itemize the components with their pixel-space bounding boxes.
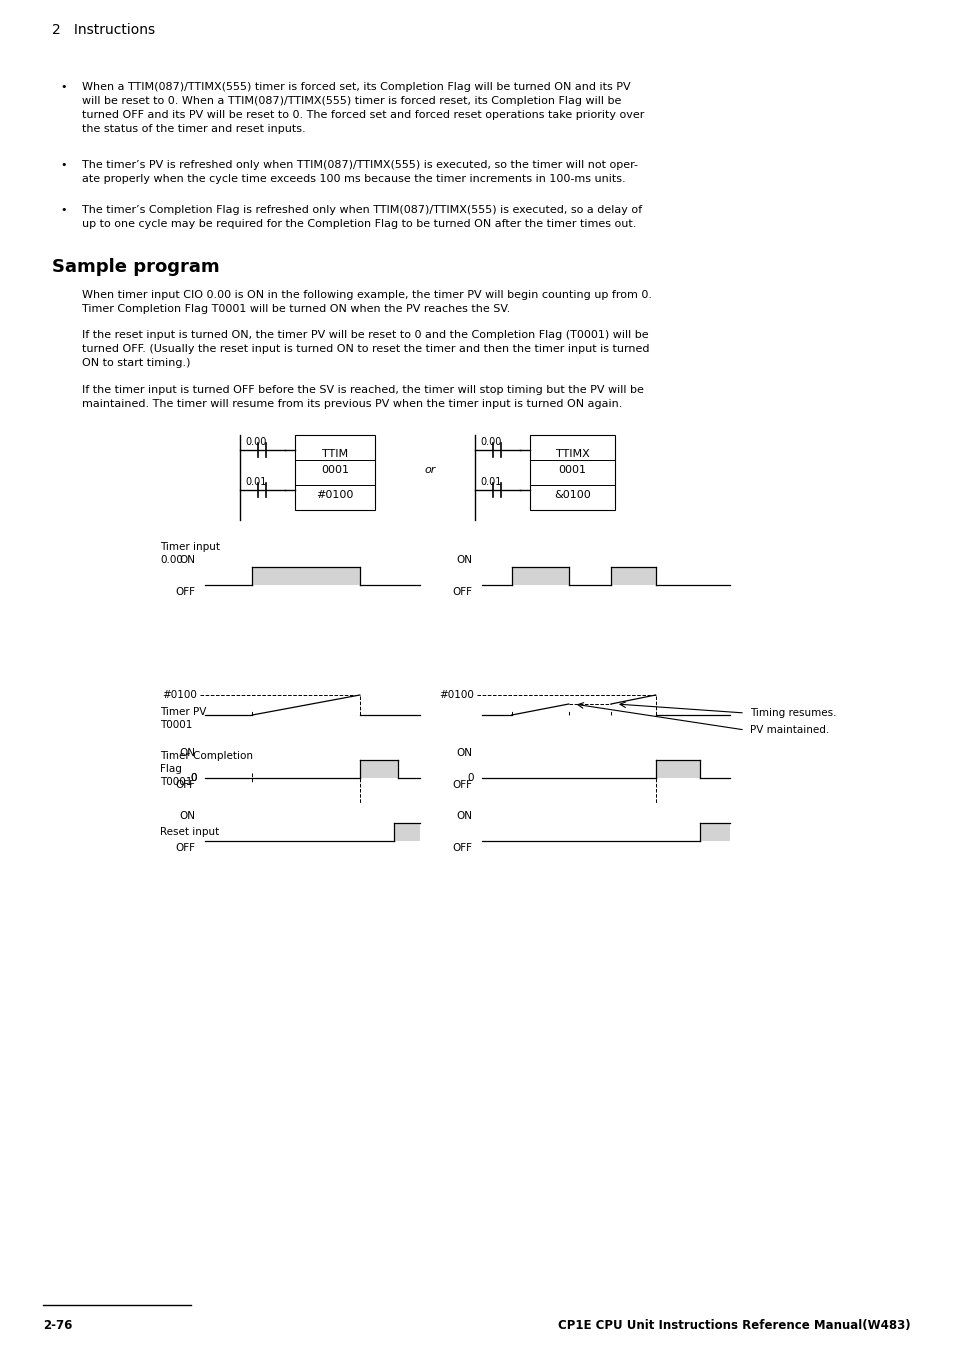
- Text: #0100: #0100: [316, 490, 354, 500]
- Text: If the reset input is turned ON, the timer PV will be reset to 0 and the Complet: If the reset input is turned ON, the tim…: [82, 329, 649, 369]
- Bar: [294, 435, 375, 510]
- Bar: [394, 824, 419, 841]
- Text: Timer Completion
Flag
T0001: Timer Completion Flag T0001: [160, 751, 253, 787]
- Text: •: •: [60, 205, 67, 215]
- Text: 2   Instructions: 2 Instructions: [52, 23, 155, 38]
- Bar: [655, 760, 700, 778]
- Text: ON: ON: [456, 748, 472, 757]
- Text: &0100: &0100: [554, 490, 590, 500]
- Text: OFF: OFF: [174, 842, 194, 853]
- Text: 0.01: 0.01: [479, 477, 501, 487]
- Text: 2-76: 2-76: [43, 1319, 72, 1331]
- Text: 0: 0: [191, 774, 196, 783]
- Text: OFF: OFF: [452, 587, 472, 597]
- Bar: [511, 567, 568, 585]
- Text: 0001: 0001: [320, 464, 349, 475]
- Text: The timer’s Completion Flag is refreshed only when TTIM(087)/TTIMX(555) is execu: The timer’s Completion Flag is refreshed…: [82, 205, 641, 230]
- Text: Sample program: Sample program: [52, 258, 219, 275]
- Text: ON: ON: [179, 748, 194, 757]
- Text: 0: 0: [467, 774, 474, 783]
- Text: Timing resumes.: Timing resumes.: [749, 707, 836, 718]
- Text: ON: ON: [456, 555, 472, 566]
- Text: Reset input: Reset input: [160, 828, 219, 837]
- Bar: [359, 760, 398, 778]
- Text: If the timer input is turned OFF before the SV is reached, the timer will stop t: If the timer input is turned OFF before …: [82, 385, 643, 409]
- Text: OFF: OFF: [174, 780, 194, 790]
- Text: OFF: OFF: [452, 780, 472, 790]
- Text: or: or: [424, 464, 436, 475]
- Text: 0.00: 0.00: [245, 437, 266, 447]
- Text: ON: ON: [456, 811, 472, 821]
- Text: TTIM: TTIM: [321, 450, 348, 459]
- Text: •: •: [60, 161, 67, 170]
- Text: Timer PV
T0001: Timer PV T0001: [160, 707, 206, 730]
- Bar: [700, 824, 729, 841]
- Text: OFF: OFF: [452, 842, 472, 853]
- Bar: [530, 435, 615, 510]
- Bar: [252, 567, 359, 585]
- Text: When timer input CIO 0.00 is ON in the following example, the timer PV will begi: When timer input CIO 0.00 is ON in the f…: [82, 290, 651, 315]
- Text: The timer’s PV is refreshed only when TTIM(087)/TTIMX(555) is executed, so the t: The timer’s PV is refreshed only when TT…: [82, 161, 638, 184]
- Text: CP1E CPU Unit Instructions Reference Manual(W483): CP1E CPU Unit Instructions Reference Man…: [558, 1319, 910, 1331]
- Text: OFF: OFF: [174, 587, 194, 597]
- Text: 0: 0: [191, 774, 196, 783]
- Text: When a TTIM(087)/TTIMX(555) timer is forced set, its Completion Flag will be tur: When a TTIM(087)/TTIMX(555) timer is for…: [82, 82, 643, 134]
- Text: 0001: 0001: [558, 464, 586, 475]
- Text: Timer input
0.00: Timer input 0.00: [160, 541, 220, 566]
- Text: #0100: #0100: [162, 690, 196, 701]
- Text: 0.00: 0.00: [479, 437, 501, 447]
- Text: TTIMX: TTIMX: [555, 450, 589, 459]
- Text: ON: ON: [179, 555, 194, 566]
- Bar: [610, 567, 655, 585]
- Text: ON: ON: [179, 811, 194, 821]
- Text: #0100: #0100: [438, 690, 474, 701]
- Text: •: •: [60, 82, 67, 92]
- Text: PV maintained.: PV maintained.: [749, 725, 828, 734]
- Text: 0.01: 0.01: [245, 477, 266, 487]
